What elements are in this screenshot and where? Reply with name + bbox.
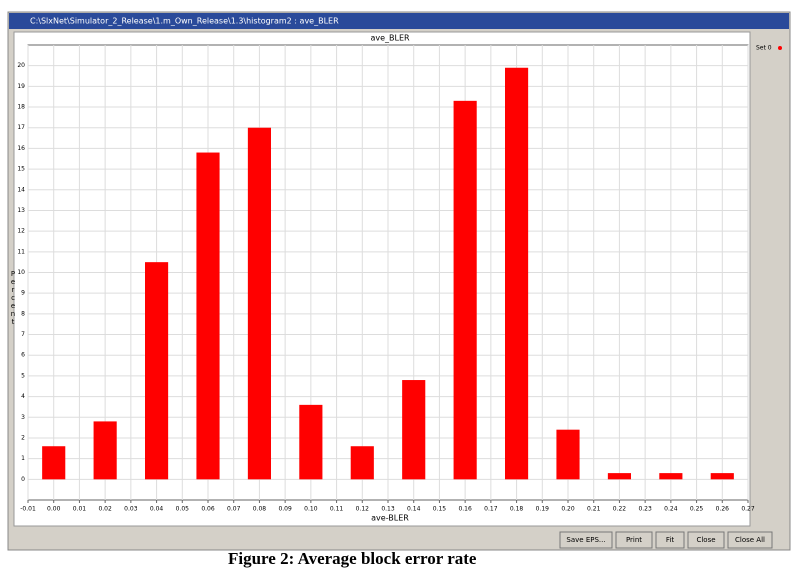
button[interactable] <box>687 531 725 549</box>
x-tick-label: 0.23 <box>638 506 652 513</box>
y-tick-label: 20 <box>17 62 25 69</box>
x-tick-label: 0.10 <box>304 506 318 513</box>
bar <box>659 473 683 480</box>
x-tick-label: 0.05 <box>176 506 190 513</box>
y-tick-label: 10 <box>17 269 25 276</box>
x-tick-label: 0.15 <box>433 506 447 513</box>
bar <box>247 127 271 480</box>
y-tick-label: 11 <box>17 248 25 255</box>
x-tick-label: 0.00 <box>47 506 61 513</box>
button-label[interactable]: Close <box>696 536 715 544</box>
bar <box>710 473 734 480</box>
x-tick-label: 0.17 <box>484 506 498 513</box>
y-tick-label: 17 <box>17 124 25 131</box>
legend-marker <box>778 46 782 50</box>
y-axis-label: Percent <box>9 270 17 326</box>
x-tick-label: 0.25 <box>690 506 704 513</box>
bar <box>42 446 66 480</box>
button[interactable] <box>727 531 773 549</box>
y-tick-label: 14 <box>17 186 25 193</box>
x-tick-label: 0.16 <box>458 506 472 513</box>
x-tick-label: 0.20 <box>561 506 575 513</box>
y-tick-label: 15 <box>17 166 25 173</box>
window-title: C:\SlxNet\Simulator_2_Release\1.m_Own_Re… <box>30 17 339 26</box>
x-tick-label: 0.01 <box>73 506 87 513</box>
x-tick-label: 0.08 <box>253 506 267 513</box>
y-tick-label: 19 <box>17 83 25 90</box>
button-label[interactable]: Save EPS... <box>566 536 605 544</box>
x-tick-label: 0.26 <box>716 506 730 513</box>
x-tick-label: 0.27 <box>741 506 755 513</box>
y-tick-label: 5 <box>21 372 25 379</box>
button-label[interactable]: Print <box>626 536 642 544</box>
bar <box>145 262 169 480</box>
button[interactable] <box>615 531 653 549</box>
y-tick-label: 3 <box>21 414 25 421</box>
y-tick-label: 1 <box>21 455 25 462</box>
x-axis-label: ave-BLER <box>371 514 409 523</box>
y-tick-label: 13 <box>17 207 25 214</box>
y-tick-label: 6 <box>21 352 25 359</box>
x-tick-label: 0.09 <box>278 506 292 513</box>
x-tick-label: -0.01 <box>20 506 36 513</box>
y-tick-label: 16 <box>17 145 25 152</box>
button[interactable] <box>655 531 685 549</box>
button[interactable] <box>559 531 613 549</box>
bar <box>607 473 631 480</box>
y-tick-label: 12 <box>17 228 25 235</box>
bar <box>350 446 374 480</box>
x-tick-label: 0.24 <box>664 506 678 513</box>
x-tick-label: 0.18 <box>510 506 524 513</box>
x-tick-label: 0.11 <box>330 506 344 513</box>
x-tick-label: 0.02 <box>98 506 112 513</box>
x-tick-label: 0.03 <box>124 506 138 513</box>
y-tick-label: 2 <box>21 434 25 441</box>
x-tick-label: 0.19 <box>536 506 550 513</box>
bar <box>556 429 580 480</box>
bar <box>93 421 117 480</box>
y-tick-label: 7 <box>21 331 25 338</box>
x-tick-label: 0.21 <box>587 506 601 513</box>
chart-title: ave_BLER <box>370 34 410 43</box>
bar <box>402 380 426 480</box>
button-label[interactable]: Fit <box>666 536 674 544</box>
y-tick-label: 9 <box>21 290 25 297</box>
bar <box>505 67 529 480</box>
x-tick-label: 0.13 <box>381 506 395 513</box>
y-tick-label: 18 <box>17 104 25 111</box>
x-tick-label: 0.04 <box>150 506 164 513</box>
x-tick-label: 0.07 <box>227 506 241 513</box>
button-label[interactable]: Close All <box>735 536 765 544</box>
x-tick-label: 0.12 <box>356 506 370 513</box>
y-tick-label: 0 <box>21 476 25 483</box>
x-tick-label: 0.06 <box>201 506 215 513</box>
bar <box>299 404 323 480</box>
y-tick-label: 8 <box>21 310 25 317</box>
bar <box>196 152 220 480</box>
legend-label: Set 0 <box>756 45 772 52</box>
bar <box>453 100 477 480</box>
caption: Figure 2: Average block error rate <box>228 549 477 568</box>
y-tick-label: 4 <box>21 393 25 400</box>
title-bar <box>9 13 789 29</box>
x-tick-label: 0.14 <box>407 506 421 513</box>
x-tick-label: 0.22 <box>613 506 627 513</box>
